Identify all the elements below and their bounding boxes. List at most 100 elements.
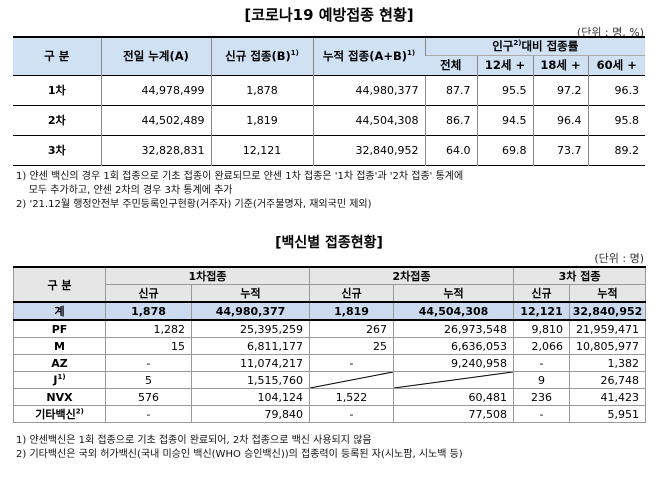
cell-rate-12: 94.5 — [476, 104, 533, 135]
cell-new: 12,121 — [210, 134, 313, 165]
row-label: NVX — [13, 388, 106, 406]
cell-new1: 15 — [105, 337, 192, 355]
header-division: 구 분 — [13, 266, 106, 303]
cell-cum2: 9,240,958 — [393, 354, 515, 372]
cell-new3: 9,810 — [513, 319, 571, 338]
cell-cum3: 21,959,471 — [569, 319, 647, 338]
table-row: 기타백신2) - 79,840 - 77,508 - 5,951 — [13, 405, 647, 423]
cell-rate-18: 73.7 — [532, 134, 588, 165]
table-row: NVX 576 104,124 1,522 60,481 236 41,423 — [13, 388, 647, 406]
cell-new3: - — [513, 405, 571, 423]
header-rate-60: 60세 + — [587, 54, 646, 75]
cell-cum3: 32,840,952 — [569, 301, 647, 321]
cell-rate-18: 97.2 — [532, 74, 588, 105]
cell-prev: 32,828,831 — [100, 134, 211, 165]
cell-new2: - — [309, 405, 395, 423]
cell-cum1: 25,395,259 — [190, 319, 311, 338]
footnote: 2) '21.12월 행정안전부 주민등록인구현황(거주자) 기준(거주불명자,… — [16, 199, 372, 210]
cell-new: 1,819 — [210, 104, 313, 135]
cell-cum1: 1,515,760 — [190, 371, 311, 389]
cell-cum2: 26,973,548 — [393, 319, 515, 338]
unit-label: (단위 : 명, %) — [576, 26, 644, 39]
cell-cum3: 10,805,977 — [569, 337, 647, 355]
cell-new2: 1,819 — [309, 301, 395, 321]
cell-cum3: 26,748 — [569, 371, 647, 389]
cell-new2: 1,522 — [309, 388, 395, 406]
table-row: PF 1,282 25,395,259 267 26,973,548 9,810… — [13, 319, 647, 338]
cell-cum1: 44,980,377 — [190, 301, 311, 321]
table-row: J1) 5 1,515,760 9 26,748 — [13, 371, 647, 389]
cell-new: 1,878 — [210, 74, 313, 105]
cell-new2: 267 — [309, 319, 395, 338]
cell-rate-60: 96.3 — [587, 74, 646, 105]
cell-cum: 44,504,308 — [312, 104, 425, 135]
vaccine-type-table: 구 분 1차접종 2차접종 3차 접종 신규 누적 신규 누적 신규 누적 계 … — [13, 266, 647, 423]
cell-cum2: 77,508 — [393, 405, 515, 423]
cell-rate-total: 87.7 — [424, 74, 477, 105]
header-cum: 누적 — [569, 284, 647, 303]
header-new: 신규 — [309, 284, 395, 303]
cell-cum3: 41,423 — [569, 388, 647, 406]
footnote: 1) 얀센 백신의 경우 1회 접종으로 기초 접종이 완료되므로 얀센 1차 … — [16, 171, 464, 182]
header-dose1: 1차접종 — [104, 266, 311, 285]
cell-cum: 44,980,377 — [312, 74, 425, 105]
header-cum: 누적 — [190, 284, 311, 303]
cell-cum3: 5,951 — [569, 405, 647, 423]
header-cumulative: 누적 접종(A+B)1) — [312, 37, 425, 75]
cell-new2: - — [309, 354, 395, 372]
cell-new1: 5 — [105, 371, 192, 389]
cell-new1: - — [105, 354, 192, 372]
unit-label: (단위 : 명) — [594, 252, 644, 265]
cell-cum2: 6,636,053 — [393, 337, 515, 355]
header-dose2: 2차접종 — [309, 266, 515, 285]
cell-new3: - — [513, 354, 571, 372]
footnote: 1) 얀센백신은 1회 접종으로 기초 접종이 완료되어, 2차 접종으로 백신… — [16, 435, 372, 446]
row-label: 계 — [13, 301, 106, 321]
cell-new2-na — [309, 371, 395, 389]
row-label: 2차 — [13, 104, 101, 135]
page-title: [코로나19 예방접종 현황] — [244, 6, 414, 24]
cell-cum1: 104,124 — [190, 388, 311, 406]
header-dose3: 3차 접종 — [513, 266, 647, 285]
cell-prev: 44,502,489 — [100, 104, 211, 135]
header-prev-total: 전일 누계(A) — [100, 37, 211, 75]
table-row-total: 계 1,878 44,980,377 1,819 44,504,308 12,1… — [13, 301, 647, 321]
cell-new3: 236 — [513, 388, 571, 406]
header-rate-total: 전체 — [425, 54, 477, 75]
cell-cum1: 6,811,177 — [190, 337, 311, 355]
header-rate: 인구2)대비 접종률 — [424, 37, 646, 55]
cell-cum2: 60,481 — [393, 388, 515, 406]
row-label: 기타백신2) — [13, 405, 106, 423]
cell-cum3: 1,382 — [569, 354, 647, 372]
row-label: PF — [13, 319, 106, 338]
table-row: M 15 6,811,177 25 6,636,053 2,066 10,805… — [13, 337, 647, 355]
footnotes-2: 1) 얀센백신은 1회 접종으로 기초 접종이 완료되어, 2차 접종으로 백신… — [16, 434, 646, 462]
cell-rate-60: 95.8 — [587, 104, 646, 135]
footnote: 2) 기타백신은 국외 허가백신(국내 미승인 백신(WHO 승인백신))의 접… — [16, 449, 463, 460]
header-rate-12: 12세 + — [476, 54, 533, 75]
cell-rate-total: 64.0 — [424, 134, 477, 165]
cell-cum1: 79,840 — [190, 405, 311, 423]
row-label: 1차 — [13, 74, 101, 105]
cell-prev: 44,978,499 — [100, 74, 211, 105]
footnotes-1: 1) 얀센 백신의 경우 1회 접종으로 기초 접종이 완료되므로 얀센 1차 … — [16, 170, 646, 212]
cell-new2: 25 — [309, 337, 395, 355]
header-cum: 누적 — [393, 284, 515, 303]
footnote: 모두 추가하고, 얀센 2차의 경우 3차 통계에 추가 — [16, 185, 233, 196]
cell-new1: 1,282 — [105, 319, 192, 338]
table-row: 1차 44,978,499 1,878 44,980,377 87.7 95.5… — [13, 74, 646, 105]
header-division: 구 분 — [13, 37, 101, 75]
row-label: J1) — [13, 371, 106, 389]
row-label: AZ — [13, 354, 106, 372]
row-label: M — [13, 337, 106, 355]
cell-cum2: 44,504,308 — [393, 301, 515, 321]
cell-rate-12: 69.8 — [476, 134, 533, 165]
cell-rate-60: 89.2 — [587, 134, 646, 165]
header-new: 신규 — [513, 284, 571, 303]
cell-new1: - — [105, 405, 192, 423]
cell-new1: 576 — [105, 388, 192, 406]
cell-new1: 1,878 — [105, 301, 192, 321]
cell-new3: 9 — [513, 371, 571, 389]
header-rate-18: 18세 + — [532, 54, 588, 75]
cell-rate-total: 86.7 — [424, 104, 477, 135]
